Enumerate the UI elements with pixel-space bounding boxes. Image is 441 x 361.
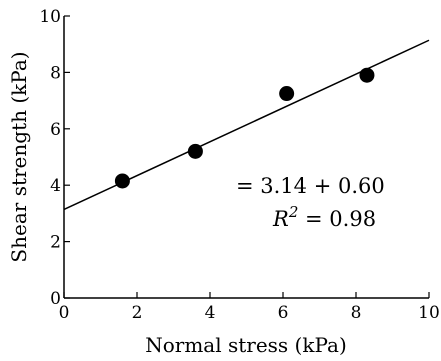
y-axis-label: Shear strength (kPa): [7, 51, 31, 262]
x-tick-label: 10: [418, 303, 440, 323]
x-tick-label: 8: [351, 303, 362, 323]
data-point: [187, 143, 203, 159]
equation-annotation: = 3.14 + 0.60: [236, 174, 385, 198]
x-tick-label: 4: [205, 303, 216, 323]
x-tick-label: 2: [132, 303, 143, 323]
ticks: 0 2 4 6 8 10 0 2 4 6 8 10: [39, 7, 439, 323]
y-tick-label: 10: [39, 7, 61, 27]
data-point: [359, 67, 375, 83]
r2-value: = 0.98: [298, 207, 376, 231]
x-axis-label: Normal stress (kPa): [145, 333, 347, 357]
x-tick-label: 6: [278, 303, 289, 323]
points-group: [114, 67, 375, 189]
r2-annotation: R2 = 0.98: [272, 203, 376, 231]
x-tick-label: 0: [59, 303, 70, 323]
data-point: [114, 173, 130, 189]
y-tick-label: 0: [50, 289, 61, 309]
y-tick-label: 4: [50, 176, 61, 196]
data-point: [279, 86, 295, 102]
r2-prefix: R: [272, 207, 289, 231]
r2-exponent: 2: [288, 203, 299, 221]
y-tick-label: 2: [50, 233, 61, 253]
y-tick-label: 8: [50, 63, 61, 83]
y-tick-label: 6: [50, 120, 61, 140]
